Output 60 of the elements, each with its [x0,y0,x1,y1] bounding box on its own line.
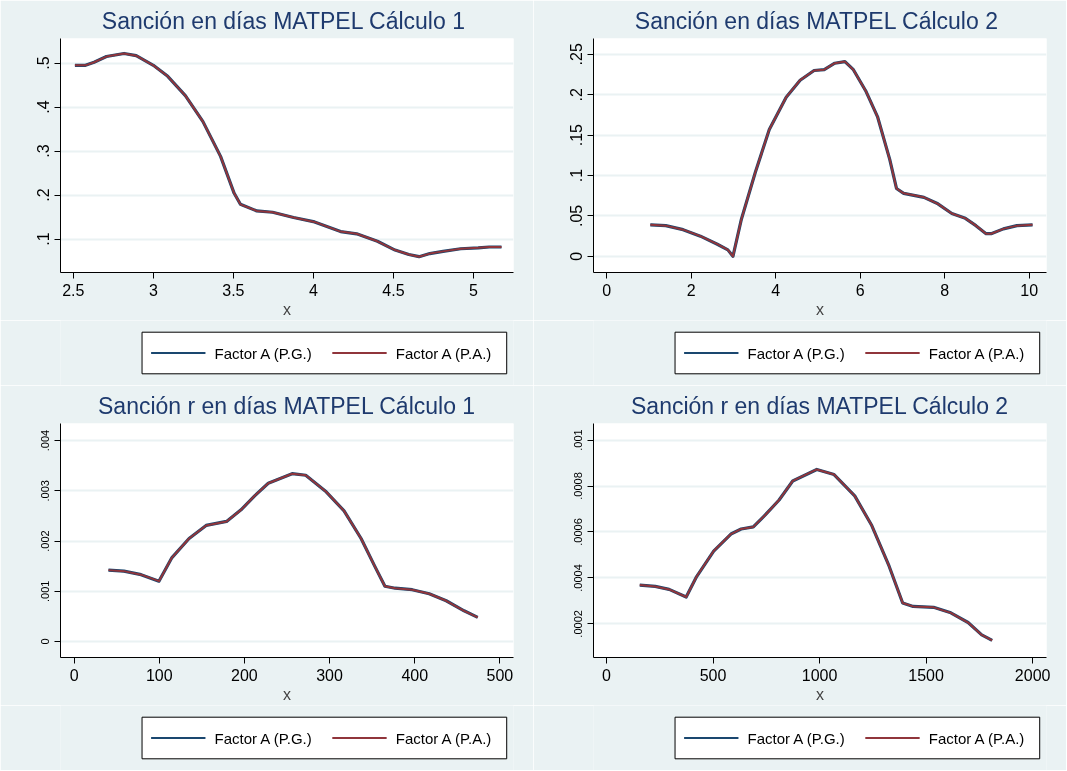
x-tick-label: 0 [602,281,612,299]
x-axis-title: x [283,685,291,703]
y-tick-label: .0002 [572,610,585,638]
y-tick-label: .2 [568,87,586,102]
y-tick-label: 0 [568,251,586,261]
x-tick-label: 4.5 [382,281,405,299]
x-tick-label: 4 [771,281,781,299]
x-axis-title: x [283,300,291,318]
legend-label: Factor A (P.G.) [747,729,845,747]
chart-title: Sanción en días MATPEL Cálculo 1 [101,7,465,34]
chart-title: Sanción r en días MATPEL Cálculo 1 [98,392,476,419]
y-tick-label: .004 [39,429,52,452]
legend-label: Factor A (P.G.) [214,344,312,362]
y-tick-label: .002 [39,530,52,552]
x-tick-label: 8 [940,281,950,299]
y-tick-label: .0006 [572,518,585,546]
x-tick-label: 2 [686,281,696,299]
y-tick-label: .001 [572,429,585,451]
x-tick-label: 200 [231,666,258,684]
chart-title: Sanción r en días MATPEL Cálculo 2 [631,392,1009,419]
legend-label: Factor A (P.A.) [395,729,492,747]
y-tick-label: .4 [35,100,53,114]
x-tick-label: 0 [602,666,612,684]
x-tick-label: 100 [145,666,173,684]
y-tick-label: .003 [39,480,52,502]
x-tick-label: 2000 [1014,666,1051,684]
x-tick-label: 400 [401,666,429,684]
x-tick-label: 1500 [908,666,945,684]
legend-label: Factor A (P.A.) [928,729,1025,747]
x-tick-label: 300 [316,666,344,684]
y-tick-label: .1 [568,168,586,183]
y-tick-label: .001 [39,580,52,602]
legend-label: Factor A (P.A.) [928,344,1025,362]
x-tick-label: 3.5 [222,281,245,299]
x-tick-label: 3 [148,281,158,299]
y-tick-label: .2 [35,188,53,202]
y-tick-label: .25 [568,43,586,66]
x-tick-label: 5 [469,281,479,299]
x-tick-label: 4 [308,281,318,299]
x-tick-label: 1000 [801,666,838,684]
x-axis-title: x [816,685,824,703]
x-tick-label: 500 [486,666,514,684]
x-tick-label: 0 [69,666,79,684]
legend-label: Factor A (P.A.) [395,344,492,362]
y-tick-label: .0004 [572,564,585,592]
y-tick-label: .1 [35,232,53,246]
y-tick-label: .0008 [572,472,585,500]
y-tick-label: .3 [35,144,53,158]
x-axis-title: x [816,300,824,318]
x-tick-label: 10 [1020,281,1039,299]
chart-title: Sanción en días MATPEL Cálculo 2 [634,7,998,34]
legend-label: Factor A (P.G.) [214,729,312,747]
x-tick-label: 6 [855,281,865,299]
legend-label: Factor A (P.G.) [747,344,845,362]
y-tick-label: 0 [39,638,52,645]
x-tick-label: 2.5 [62,281,85,299]
y-tick-label: .5 [35,56,53,70]
x-tick-label: 500 [699,666,727,684]
y-tick-label: .05 [568,204,586,228]
y-tick-label: .15 [568,123,586,147]
